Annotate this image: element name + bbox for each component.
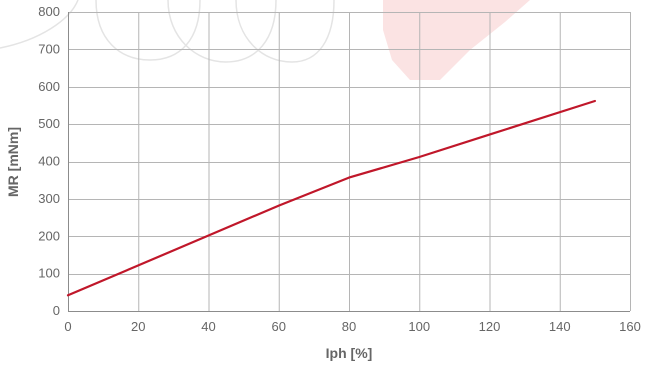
axes: [68, 12, 630, 312]
y-tick-label-700: 700: [38, 41, 60, 56]
x-tick-label-100: 100: [408, 319, 430, 334]
x-tick-label-160: 160: [619, 319, 641, 334]
tick-labels: 0 20 40 60 80 100 120 140 160 0 100 200 300 400 500 600…: [38, 4, 641, 334]
y-tick-label-500: 500: [38, 116, 60, 131]
y-tick-label-100: 100: [38, 266, 60, 281]
x-tick-label-40: 40: [201, 319, 215, 334]
grid: [68, 12, 631, 311]
y-tick-label-400: 400: [38, 154, 60, 169]
y-axis-title: MR [mNm]: [5, 127, 21, 197]
y-tick-label-800: 800: [38, 4, 60, 19]
x-tick-label-20: 20: [131, 319, 145, 334]
x-tick-label-80: 80: [342, 319, 356, 334]
x-axis-title: Iph [%]: [326, 345, 373, 361]
y-tick-label-600: 600: [38, 79, 60, 94]
series: [66, 99, 596, 297]
y-tick-label-0: 0: [53, 303, 60, 318]
y-tick-label-200: 200: [38, 228, 60, 243]
x-tick-label-0: 0: [64, 319, 71, 334]
x-tick-label-120: 120: [479, 319, 501, 334]
series-line-0: [66, 99, 596, 297]
x-tick-label-60: 60: [272, 319, 286, 334]
x-tick-label-140: 140: [549, 319, 571, 334]
y-tick-label-300: 300: [38, 191, 60, 206]
